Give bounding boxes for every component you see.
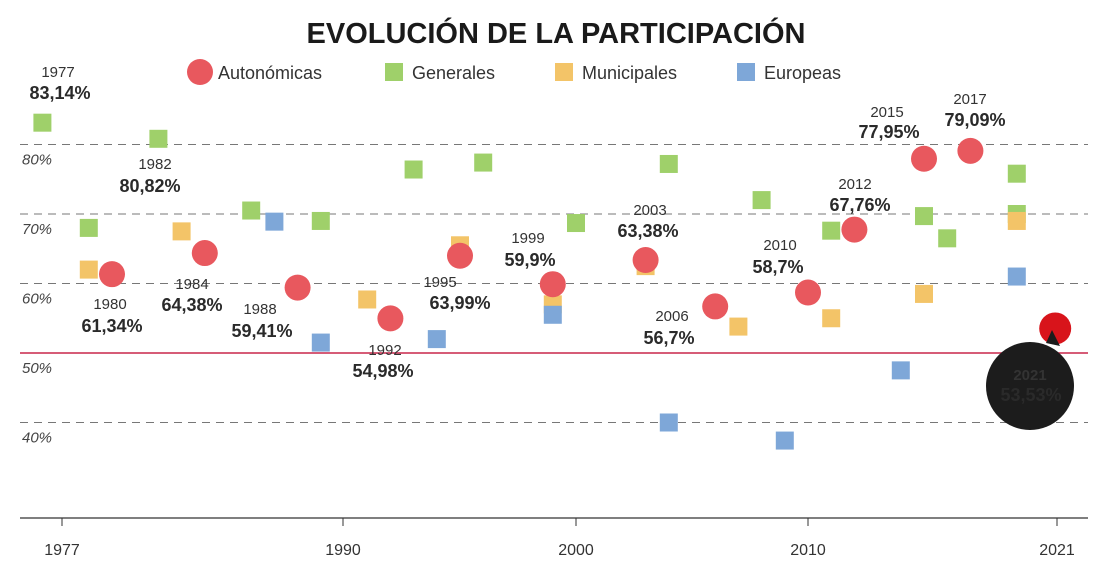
point-autonómicas-2021 <box>1039 312 1072 345</box>
y-tick-label: 40% <box>22 430 52 447</box>
y-tick-label: 70% <box>22 221 52 238</box>
point-generales-2011 <box>822 221 841 240</box>
x-tick-label: 2021 <box>1039 542 1075 559</box>
annotation-value: 59,41% <box>231 321 292 341</box>
point-europeas-2019 <box>1007 267 1026 286</box>
annotation-value: 53,53% <box>1000 385 1061 405</box>
legend-square-icon <box>385 63 403 81</box>
legend-label: Europeas <box>764 63 841 83</box>
point-autonómicas-2010 <box>795 279 821 306</box>
point-generales-1977 <box>33 113 52 132</box>
point-autonómicas-1999 <box>539 271 566 298</box>
point-autonómicas-2003 <box>632 247 659 274</box>
point-generales-2000 <box>567 214 585 233</box>
point-autonómicas-1992 <box>377 305 404 332</box>
point-generales-2015 <box>915 207 933 226</box>
annotation-year: 1980 <box>93 296 126 313</box>
annotation-year: 1992 <box>368 342 401 359</box>
annotation-year: 1988 <box>243 301 276 318</box>
x-tick-label: 2000 <box>558 542 594 559</box>
annotation-year: 1999 <box>511 230 544 247</box>
point-municipales-2015 <box>915 284 933 303</box>
point-autonómicas-1988 <box>284 274 311 301</box>
point-generales-1979 <box>79 218 98 237</box>
annotation-value: 59,9% <box>504 250 555 270</box>
point-europeas-2014 <box>891 361 910 380</box>
x-tick-label: 2010 <box>790 542 826 559</box>
point-autonómicas-1980 <box>99 261 125 288</box>
annotation-value: 67,76% <box>829 195 890 215</box>
annotation-year: 2017 <box>953 91 986 108</box>
point-generales-1996 <box>474 153 493 172</box>
callout-pointer <box>1046 330 1060 346</box>
point-europeas-1994 <box>427 330 446 349</box>
x-tick-label: 1990 <box>325 542 361 559</box>
point-europeas-1999 <box>543 305 562 324</box>
point-municipales-1979 <box>79 260 98 279</box>
annotation-year: 2015 <box>870 104 903 121</box>
point-generales-2016 <box>938 229 957 248</box>
annotation-year: 2010 <box>763 237 796 254</box>
annotation-value: 77,95% <box>858 122 919 142</box>
point-europeas-1989 <box>311 333 330 352</box>
point-generales-1993 <box>404 160 423 179</box>
annotation-year: 1977 <box>41 64 74 81</box>
chart-title: EVOLUCIÓN DE LA PARTICIPACIÓN <box>307 16 806 50</box>
point-autonómicas-2006 <box>702 293 729 320</box>
legend-square-icon <box>737 63 755 81</box>
point-autonómicas-2015 <box>911 145 937 172</box>
legend-circle-icon <box>187 59 213 85</box>
legend-label: Generales <box>412 63 495 83</box>
point-generales-1986 <box>242 201 261 220</box>
annotation-value: 58,7% <box>752 257 803 277</box>
callout-bubble <box>986 342 1074 430</box>
y-tick-label: 60% <box>22 291 52 308</box>
point-municipales-2019 <box>1007 211 1026 230</box>
annotation-value: 80,82% <box>119 176 180 196</box>
legend-label: Municipales <box>582 63 677 83</box>
annotation-year: 2021 <box>1013 367 1046 384</box>
annotation-value: 63,38% <box>617 221 678 241</box>
point-municipales-2011 <box>822 309 841 328</box>
point-generales-2008 <box>752 191 771 210</box>
point-europeas-1987 <box>265 212 284 231</box>
legend-square-icon <box>555 63 573 81</box>
point-autonómicas-2012 <box>841 216 868 243</box>
point-municipales-1983 <box>172 222 191 241</box>
point-generales-1982 <box>149 129 168 148</box>
annotation-year: 2006 <box>655 308 688 325</box>
annotation-value: 63,99% <box>429 293 490 313</box>
annotation-year: 1995 <box>423 274 456 291</box>
grid: 80% 70% 60% 50% 40% <box>20 144 1088 447</box>
annotation-year: 2003 <box>633 202 666 219</box>
point-europeas-2009 <box>775 431 794 450</box>
point-municipales-1991 <box>358 290 377 309</box>
annotation-value: 83,14% <box>29 83 90 103</box>
point-autonómicas-1995 <box>447 242 473 269</box>
annotation-value: 64,38% <box>161 295 222 315</box>
annotation-year: 1982 <box>138 156 171 173</box>
point-generales-2019 <box>1007 164 1026 183</box>
annotation-value: 61,34% <box>81 316 142 336</box>
annotations: 1977 83,14% 1980 61,34% 1982 80,82% 1984 64,38%… <box>29 64 1074 430</box>
legend-label: Autonómicas <box>218 63 322 83</box>
annotation-year: 1984 <box>175 276 208 293</box>
point-europeas-2004 <box>659 413 678 432</box>
x-tick-label: 1977 <box>44 542 80 559</box>
legend: Autonómicas Generales Municipales Europeas <box>187 59 841 85</box>
annotation-value: 56,7% <box>643 328 694 348</box>
point-autonómicas-1984 <box>191 240 218 267</box>
point-municipales-2007 <box>729 317 748 336</box>
annotation-value: 79,09% <box>944 110 1005 130</box>
axes: 1977 1990 2000 2010 2021 <box>20 517 1088 559</box>
y-tick-label: 80% <box>22 152 52 169</box>
point-generales-2004 <box>659 154 678 173</box>
y-tick-label: 50% <box>22 360 52 377</box>
point-autonómicas-2017 <box>957 137 984 164</box>
point-generales-1989 <box>311 211 330 230</box>
annotation-value: 54,98% <box>352 361 413 381</box>
annotation-year: 2012 <box>838 176 871 193</box>
marks <box>33 113 1072 450</box>
